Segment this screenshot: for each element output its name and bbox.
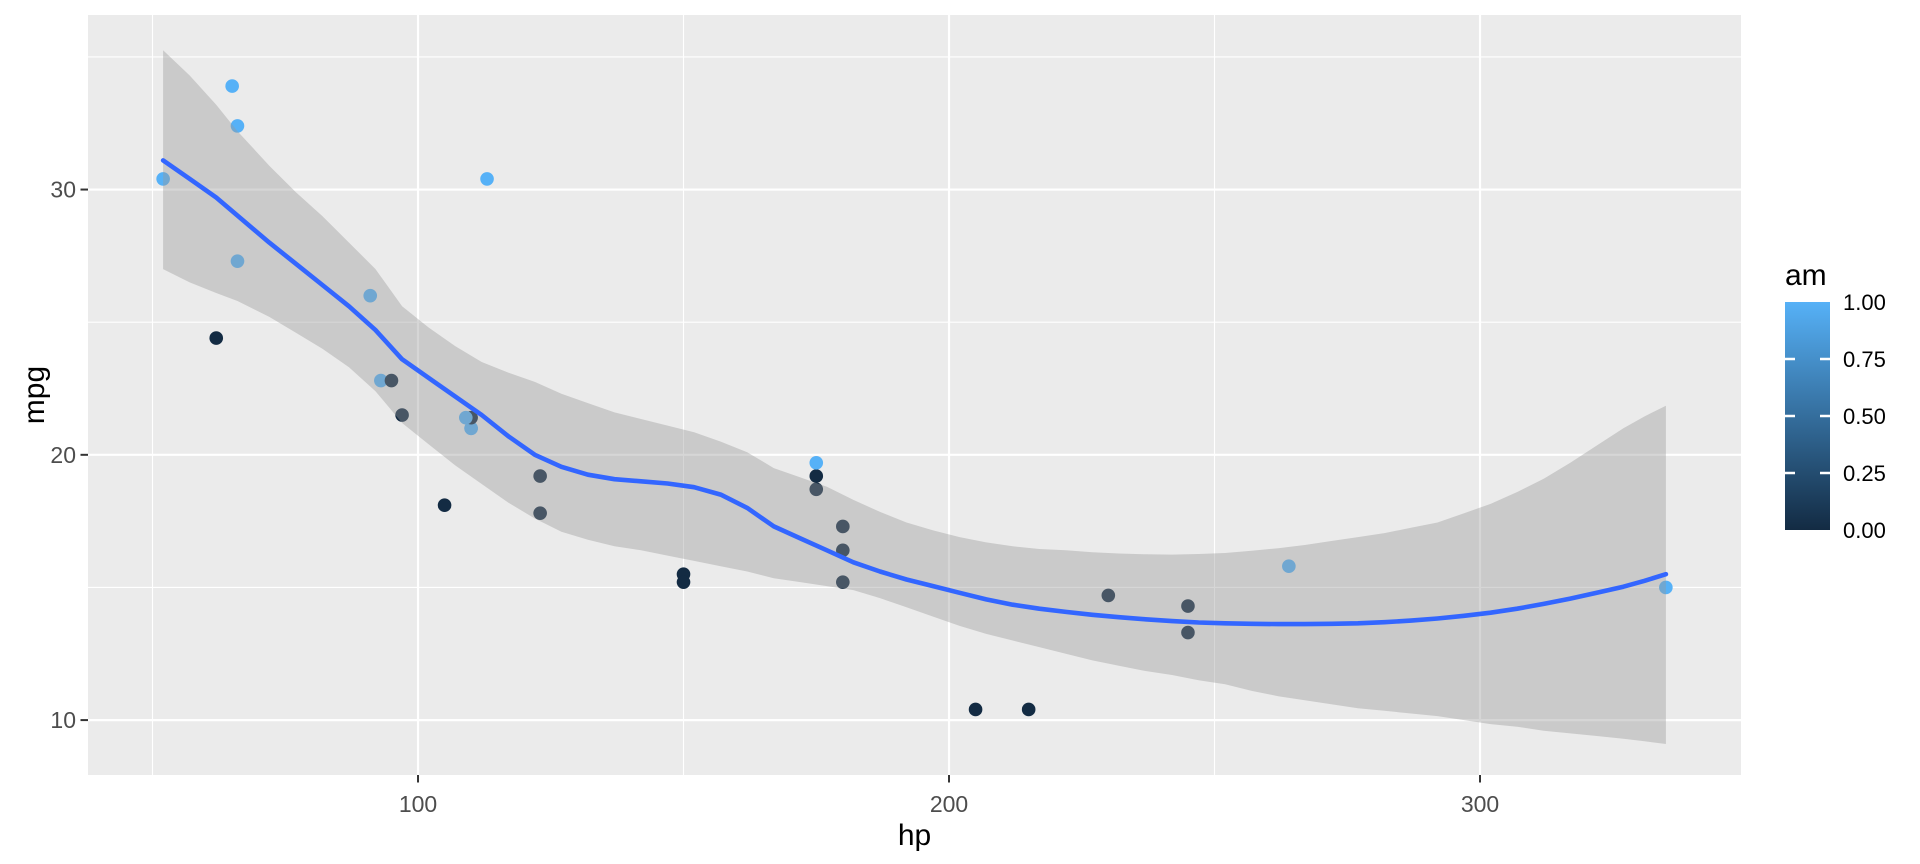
data-point <box>1181 625 1195 640</box>
legend-tick-label: 0.25 <box>1843 461 1886 486</box>
data-point <box>836 519 850 534</box>
legend-tick-label: 0.75 <box>1843 347 1886 372</box>
confidence-ribbon <box>163 50 1666 745</box>
legend-tick-label: 0.50 <box>1843 404 1886 429</box>
data-point <box>156 172 170 186</box>
loess-smooth-line <box>160 158 1669 627</box>
data-points <box>156 79 1673 717</box>
axis-ticks <box>80 188 1482 783</box>
y-tick-label: 10 <box>50 707 76 733</box>
data-point <box>809 469 824 483</box>
data-point <box>230 254 245 268</box>
data-point <box>533 506 547 520</box>
data-point <box>225 79 239 93</box>
data-point <box>464 421 478 436</box>
plot-panel <box>88 15 1741 775</box>
data-point <box>1181 599 1195 613</box>
data-point <box>395 408 409 422</box>
data-point <box>209 331 224 345</box>
data-point <box>363 288 378 303</box>
legend-colorbar: am 1.00 0.75 0.50 0.25 0.00 <box>1785 259 1886 543</box>
data-point <box>1282 559 1296 574</box>
data-point <box>230 119 245 133</box>
data-point <box>809 455 824 470</box>
data-point <box>480 172 494 186</box>
x-tick-label: 100 <box>399 791 437 817</box>
legend-title: am <box>1785 259 1827 292</box>
data-point <box>1659 580 1673 595</box>
data-point <box>836 575 850 589</box>
x-tick-label: 200 <box>930 791 968 817</box>
data-point <box>459 410 473 425</box>
legend-tick-label: 0.00 <box>1843 518 1886 543</box>
data-point <box>809 482 824 497</box>
data-point <box>1101 588 1116 603</box>
data-point <box>374 373 388 388</box>
data-point <box>676 575 691 589</box>
data-point <box>1021 702 1036 717</box>
y-tick-label: 20 <box>50 442 76 468</box>
gridlines <box>88 15 1741 775</box>
data-point <box>533 469 547 483</box>
y-tick-label: 30 <box>50 177 76 203</box>
data-point <box>384 373 399 388</box>
x-tick-label: 300 <box>1461 791 1499 817</box>
legend-tick-label: 1.00 <box>1843 290 1886 315</box>
data-point <box>968 702 983 717</box>
x-axis-title: hp <box>898 819 931 852</box>
y-axis-title: mpg <box>18 366 51 424</box>
data-point <box>437 498 452 513</box>
